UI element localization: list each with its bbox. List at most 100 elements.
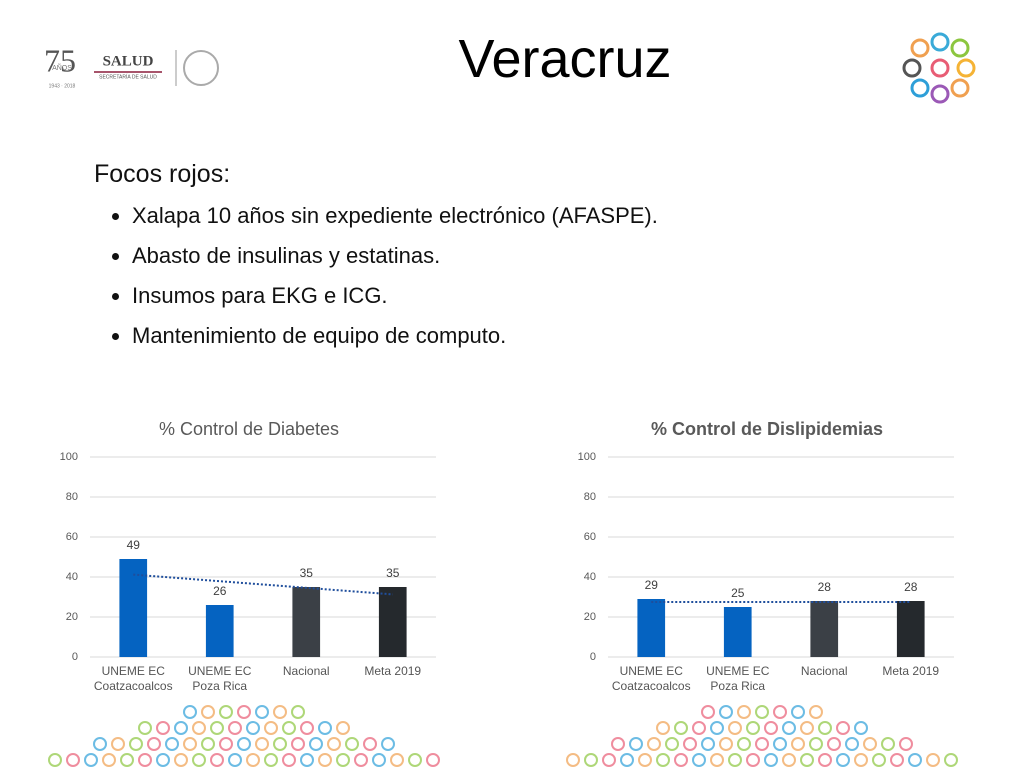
x-tick-label: Nacional (282, 664, 330, 678)
dot (773, 737, 787, 751)
dot (809, 737, 823, 751)
logo-dates: 1943 · 2018 (49, 83, 76, 89)
chart-title: % Control de Diabetes (159, 419, 339, 439)
dot (237, 705, 251, 719)
x-tick-label: UNEME EC Poza Rica (706, 664, 770, 693)
dot (701, 705, 715, 719)
logo-75: 75 AÑOS 1943 · 2018 SALUD SECRETARÍA DE … (44, 42, 219, 89)
dot (345, 737, 359, 751)
value-label: 35 (300, 566, 314, 580)
dot (192, 721, 206, 735)
dot (84, 753, 98, 767)
ring (950, 38, 970, 58)
dot (129, 737, 143, 751)
dot (836, 753, 850, 767)
logo-years: 75 (44, 42, 76, 78)
dot (381, 737, 395, 751)
bullet: Abasto de insulinas y estatinas. (132, 236, 658, 276)
trendline (133, 573, 393, 596)
ring (930, 58, 950, 78)
dot (701, 737, 715, 751)
dot (309, 737, 323, 751)
dot (836, 721, 850, 735)
y-tick-label: 100 (578, 451, 596, 463)
dot (174, 721, 188, 735)
dot (692, 753, 706, 767)
bar (205, 605, 234, 657)
y-tick-label: 0 (590, 651, 596, 663)
dot (156, 753, 170, 767)
dot (674, 721, 688, 735)
dot (710, 721, 724, 735)
dot (782, 721, 796, 735)
logo-secretaria: SECRETARÍA DE SALUD (99, 73, 157, 80)
dot (246, 721, 260, 735)
dot (183, 705, 197, 719)
x-tick-label: UNEME EC Coatzacoalcos (611, 664, 691, 693)
dot (300, 721, 314, 735)
bar (637, 599, 666, 657)
chart: % Control de Dislipidemias 0 20 40 60 80 100 29… (578, 419, 954, 663)
dot (102, 753, 116, 767)
dot (327, 737, 341, 751)
x-tick-label: Meta 2019 (882, 664, 940, 678)
bullet-list: Xalapa 10 años sin expediente electrónic… (94, 196, 658, 356)
dot (926, 753, 940, 767)
dot (426, 753, 440, 767)
dot (764, 753, 778, 767)
decor-dots (48, 705, 958, 767)
dot (264, 721, 278, 735)
dot (336, 721, 350, 735)
dot (566, 753, 580, 767)
dot (318, 721, 332, 735)
dot (800, 753, 814, 767)
y-tick-label: 60 (584, 531, 596, 543)
dot (273, 705, 287, 719)
dot (737, 705, 751, 719)
dot (674, 753, 688, 767)
dot (93, 737, 107, 751)
dot (138, 753, 152, 767)
dot (602, 753, 616, 767)
slide-title: Veracruz (458, 29, 672, 89)
value-label: 49 (127, 538, 141, 552)
bullet: Mantenimiento de equipo de computo. (132, 316, 658, 356)
ring (930, 32, 950, 52)
dot (818, 721, 832, 735)
ring (930, 84, 950, 104)
x-tick-label: UNEME EC Poza Rica (188, 664, 252, 693)
dot (372, 753, 386, 767)
dot (656, 753, 670, 767)
dot (710, 753, 724, 767)
dot (291, 705, 305, 719)
bar (119, 559, 148, 657)
dot (192, 753, 206, 767)
dot (228, 721, 242, 735)
bar (896, 601, 925, 657)
x-tick-label: UNEME EC Coatzacoalcos (93, 664, 173, 693)
dot (611, 737, 625, 751)
dot (255, 737, 269, 751)
dot (255, 705, 269, 719)
dot (66, 753, 80, 767)
dot (620, 753, 634, 767)
dot (629, 737, 643, 751)
bar (723, 607, 752, 657)
dot (683, 737, 697, 751)
ring (956, 58, 976, 78)
dot (854, 721, 868, 735)
ring (902, 58, 922, 78)
dot (336, 753, 350, 767)
bar (810, 601, 839, 657)
bar (292, 587, 321, 657)
dot (390, 753, 404, 767)
y-tick-label: 60 (66, 531, 78, 543)
dot (282, 753, 296, 767)
dot (210, 721, 224, 735)
dot (354, 753, 368, 767)
dot (782, 753, 796, 767)
y-tick-label: 100 (60, 451, 78, 463)
dot (728, 721, 742, 735)
